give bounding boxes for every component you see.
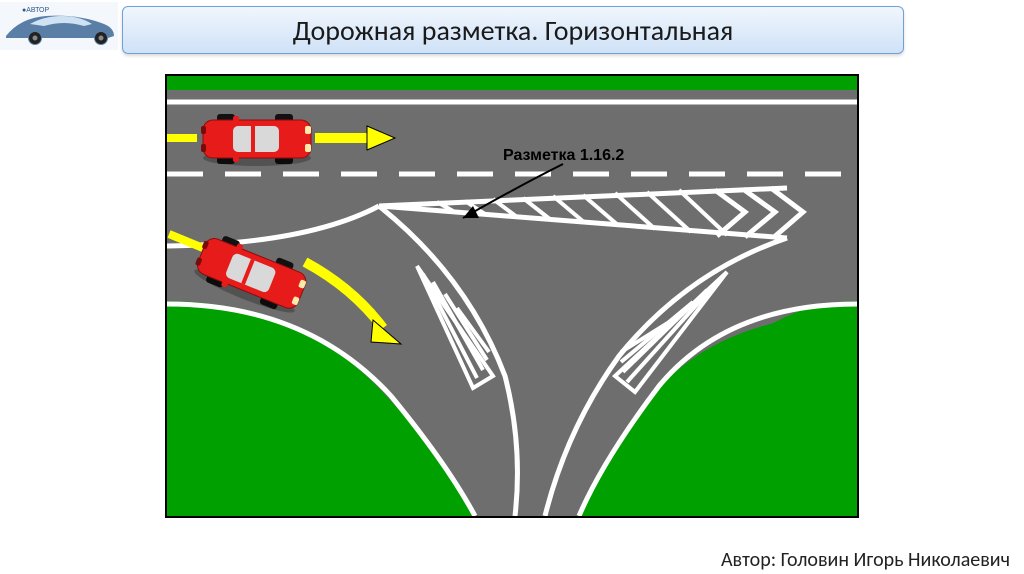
author-credit: Автор: Головин Игорь Николаевич xyxy=(721,548,1010,572)
logo-car-thumbnail: ●АВТОР xyxy=(0,2,118,50)
svg-text:●АВТОР: ●АВТОР xyxy=(22,7,50,14)
page-title-bar: Дорожная разметка. Горизонтальная xyxy=(122,6,904,54)
author-text: Автор: Головин Игорь Николаевич xyxy=(721,548,1010,572)
car-top xyxy=(201,114,311,166)
road-marking-diagram: Разметка 1.16.2 xyxy=(165,74,859,518)
annotation-text: Разметка 1.16.2 xyxy=(503,147,624,164)
page-title: Дорожная разметка. Горизонтальная xyxy=(293,13,734,48)
